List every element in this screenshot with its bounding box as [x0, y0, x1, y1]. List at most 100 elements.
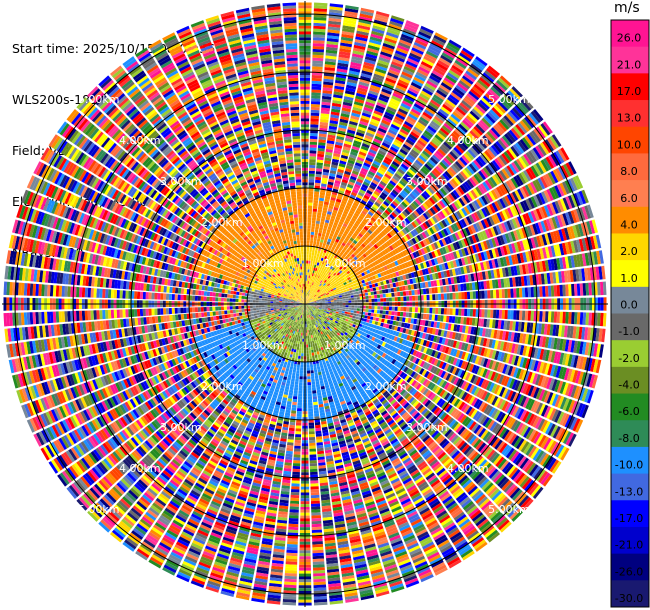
ray-gate — [311, 267, 314, 271]
ray-gate — [320, 221, 325, 225]
ray-gate — [344, 313, 348, 317]
ray-gate — [350, 310, 354, 313]
ray-gate — [331, 105, 341, 110]
ray-gate — [432, 307, 436, 314]
ray-gate — [333, 309, 337, 312]
ray-gate — [376, 294, 381, 298]
ray-gate — [330, 164, 338, 169]
ray-gate — [328, 178, 335, 183]
ray-gate — [380, 298, 384, 302]
ray-gate — [347, 293, 351, 296]
ray-gate — [330, 167, 337, 172]
ray-gate — [316, 253, 320, 257]
ray-gate — [328, 305, 331, 308]
ray-gate — [348, 305, 352, 308]
ray-gate — [306, 292, 308, 296]
ray-gate — [312, 264, 315, 268]
ray-gate — [309, 138, 318, 143]
ray-gate — [327, 35, 340, 40]
ray-gate — [403, 296, 407, 301]
ray-gate — [438, 308, 442, 315]
ray-gate — [306, 246, 310, 250]
ray-gate — [332, 97, 343, 102]
ray-gate — [326, 145, 334, 150]
ray-gate — [340, 42, 353, 48]
ray-gate — [307, 272, 309, 276]
ray-gate — [313, 5, 328, 9]
ray-gate — [312, 214, 317, 218]
ray-gate — [384, 289, 389, 294]
ray-gate — [516, 288, 520, 298]
ray-gate — [519, 287, 523, 298]
ray-gate — [356, 308, 360, 311]
ray-gate — [317, 206, 323, 210]
ray-gate — [317, 147, 325, 152]
ray-gate — [351, 305, 355, 308]
ray-gate — [308, 188, 314, 192]
ray-gate — [322, 174, 329, 179]
ray-gate — [310, 133, 318, 137]
ray-gate — [386, 297, 390, 302]
ray-gate — [504, 310, 508, 320]
ray-gate — [355, 291, 360, 295]
ray-gate — [314, 249, 318, 254]
ray-gate — [559, 311, 563, 324]
ray-gate — [342, 25, 356, 31]
ray-gate — [315, 179, 321, 184]
ray-gate — [347, 309, 351, 313]
ray-gate — [327, 134, 336, 139]
ray-gate — [313, 194, 319, 198]
ray-gate — [309, 159, 316, 163]
ray-gate — [322, 95, 332, 100]
ray-gate — [316, 217, 321, 222]
ray-gate — [308, 193, 314, 197]
ray-gate — [310, 260, 313, 265]
ray-gate — [310, 124, 319, 128]
ray-gate — [490, 309, 494, 318]
ray-gate — [315, 247, 319, 251]
ray-gate — [364, 289, 368, 293]
ray-gate — [493, 289, 497, 299]
ray-gate — [328, 302, 332, 304]
ray-gate — [339, 299, 343, 302]
ray-gate — [323, 166, 330, 170]
ray-gate — [307, 208, 313, 212]
ray-gate — [336, 71, 347, 76]
ray-gate — [355, 316, 359, 320]
ray-gate — [309, 243, 313, 247]
ray-gate — [387, 288, 392, 293]
ray-gate — [336, 308, 340, 311]
ray-gate — [530, 286, 534, 298]
ray-gate — [342, 307, 346, 310]
ray-gate — [539, 311, 543, 322]
ray-gate — [425, 314, 430, 320]
ray-gate — [313, 240, 317, 245]
ray-gate — [311, 223, 316, 227]
ray-gate — [335, 79, 346, 85]
ray-gate — [322, 87, 333, 92]
ray-gate — [370, 313, 374, 317]
ray-gate — [316, 214, 321, 219]
ray-gate — [355, 313, 360, 317]
ray-gate — [414, 307, 418, 313]
ray-gate — [306, 263, 308, 267]
ray-gate — [527, 310, 532, 321]
ray-gate — [318, 136, 327, 140]
ray-gate — [320, 218, 325, 223]
ray-gate — [311, 77, 322, 82]
ray-gate — [311, 252, 315, 256]
ray-gate — [315, 173, 322, 178]
ray-gate — [320, 116, 329, 120]
ray-gate — [386, 306, 390, 311]
ray-gate — [309, 252, 312, 256]
ray-gate — [349, 290, 353, 293]
ray-gate — [336, 299, 340, 302]
ray-gate — [325, 148, 333, 153]
ray-gate — [449, 308, 453, 315]
ray-gate — [428, 314, 433, 321]
ray-gate — [339, 306, 343, 309]
ray-gate — [310, 130, 318, 134]
ray-gate — [315, 220, 320, 225]
ray-gate — [325, 302, 329, 304]
ray-gate — [317, 250, 321, 254]
